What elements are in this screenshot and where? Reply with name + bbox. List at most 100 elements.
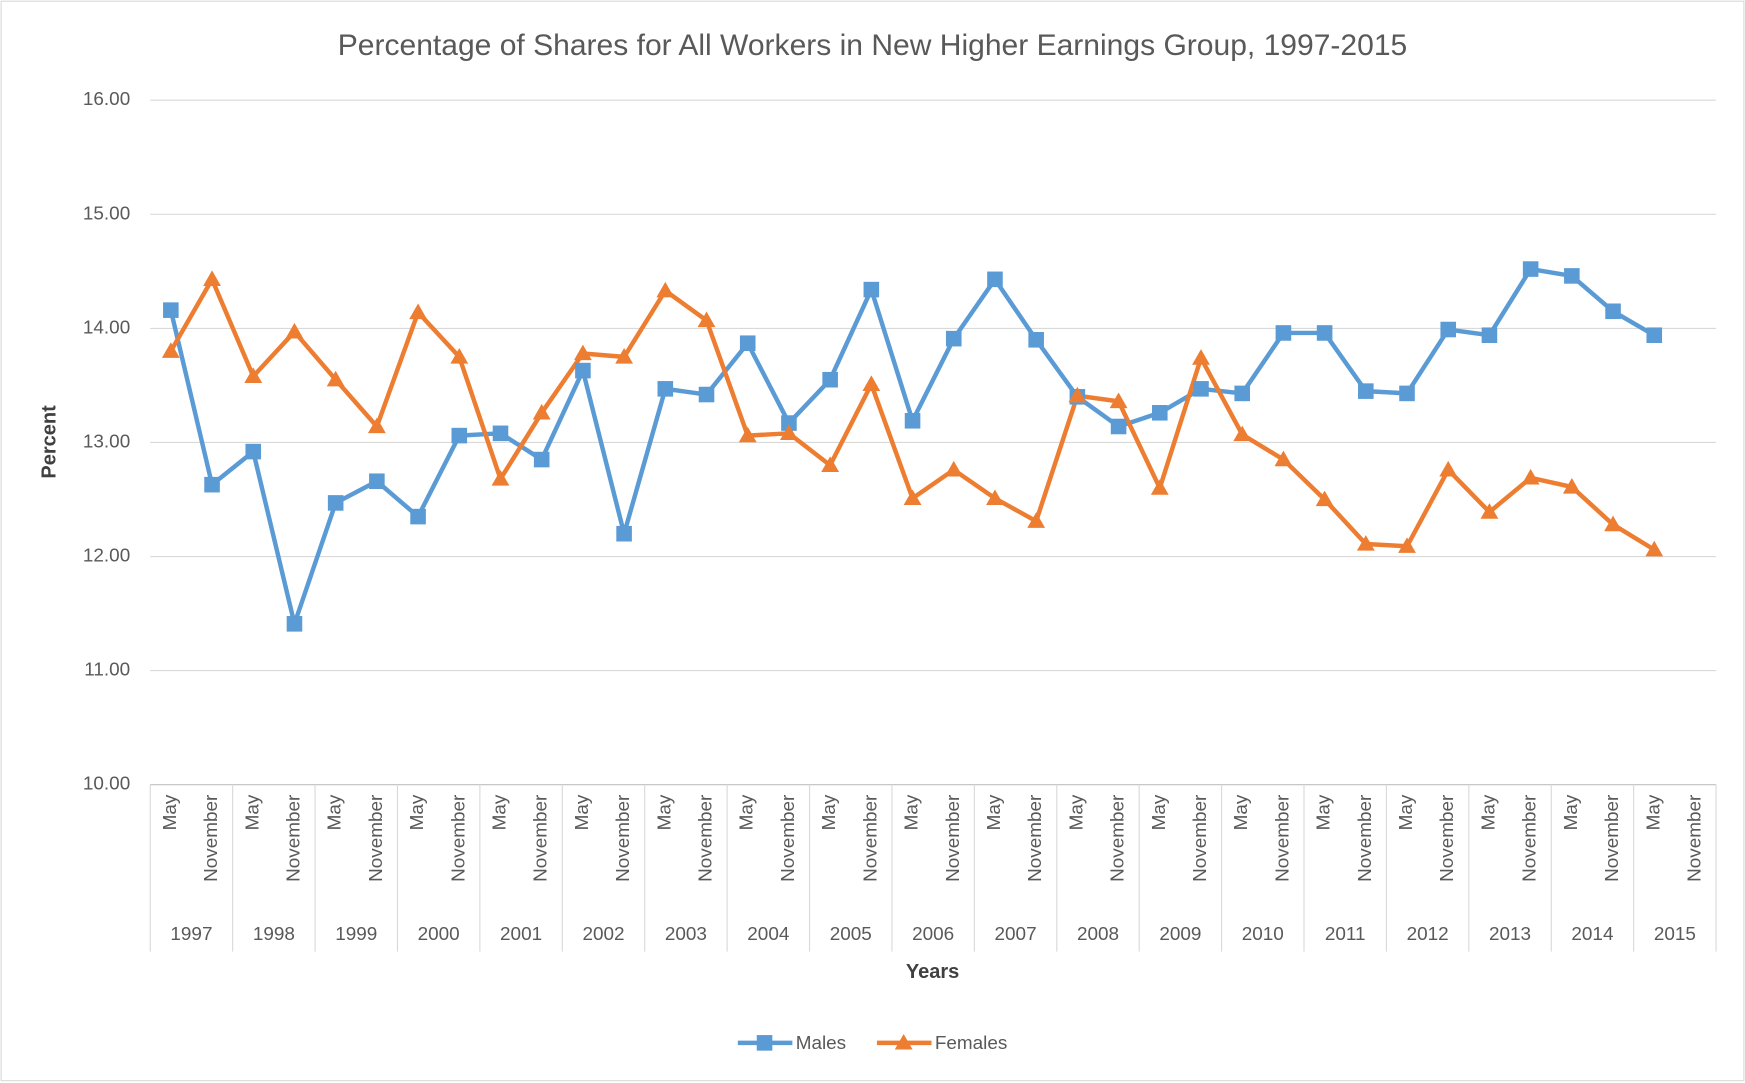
year-label: 2009 bbox=[1159, 924, 1201, 945]
point-marker bbox=[986, 489, 1004, 506]
x-tick-label: November bbox=[613, 795, 634, 882]
y-tick-label: 11.00 bbox=[84, 660, 130, 681]
point-marker bbox=[409, 303, 427, 320]
y-tick-label: 16.00 bbox=[83, 89, 130, 110]
year-label: 1999 bbox=[335, 924, 377, 945]
year-label: 2004 bbox=[747, 924, 789, 945]
x-tick-label: May bbox=[489, 794, 510, 830]
x-tick-label: November bbox=[696, 795, 717, 882]
x-tick-label: November bbox=[283, 795, 304, 882]
point-marker bbox=[738, 426, 757, 443]
point-marker bbox=[944, 460, 963, 477]
x-tick-label: May bbox=[819, 794, 840, 830]
point-marker bbox=[821, 456, 840, 472]
year-label: 2008 bbox=[1077, 924, 1119, 945]
point-marker bbox=[1150, 479, 1169, 495]
point-marker bbox=[1399, 385, 1415, 402]
point-marker bbox=[367, 417, 386, 434]
x-tick-label: November bbox=[860, 795, 881, 882]
year-label: 1998 bbox=[253, 924, 295, 945]
point-marker bbox=[739, 335, 756, 352]
x-tick-label: November bbox=[448, 795, 469, 882]
x-tick-label: May bbox=[1396, 794, 1417, 830]
year-label: 2015 bbox=[1654, 924, 1696, 945]
legend-label: Females bbox=[935, 1033, 1008, 1054]
point-marker bbox=[987, 271, 1003, 288]
point-marker bbox=[1605, 303, 1621, 320]
point-marker bbox=[533, 451, 550, 468]
legend-label: Males bbox=[796, 1033, 846, 1054]
point-marker bbox=[1193, 381, 1209, 397]
x-tick-label: November bbox=[1272, 795, 1293, 882]
year-label: 2013 bbox=[1489, 924, 1531, 945]
point-marker bbox=[1233, 425, 1252, 442]
x-tick-label: November bbox=[201, 795, 222, 882]
x-tick-label: May bbox=[572, 794, 593, 830]
point-marker bbox=[863, 281, 880, 298]
point-marker bbox=[1316, 325, 1333, 341]
point-marker bbox=[326, 370, 345, 387]
point-marker bbox=[1604, 515, 1622, 532]
point-marker bbox=[410, 508, 426, 525]
point-marker bbox=[1028, 331, 1044, 348]
point-marker bbox=[1110, 418, 1127, 435]
x-tick-label: November bbox=[1520, 795, 1541, 882]
point-marker bbox=[1068, 386, 1087, 403]
x-tick-label: May bbox=[902, 794, 923, 830]
point-marker bbox=[161, 342, 180, 358]
point-marker bbox=[285, 322, 304, 339]
x-axis-title: Years bbox=[906, 961, 959, 983]
x-tick-label: May bbox=[160, 794, 181, 830]
year-label: 2006 bbox=[912, 924, 954, 945]
x-tick-label: May bbox=[1066, 794, 1087, 830]
point-marker bbox=[1358, 383, 1374, 399]
year-label: 2002 bbox=[582, 924, 624, 945]
legend-marker bbox=[894, 1033, 913, 1050]
point-marker bbox=[656, 281, 675, 298]
x-tick-label: May bbox=[407, 794, 428, 830]
point-marker bbox=[532, 403, 551, 420]
y-tick-label: 13.00 bbox=[83, 431, 130, 452]
point-marker bbox=[492, 425, 509, 442]
x-tick-label: May bbox=[1478, 794, 1499, 830]
point-marker bbox=[616, 525, 632, 542]
point-marker bbox=[657, 381, 674, 397]
point-marker bbox=[822, 371, 838, 388]
x-tick-label: November bbox=[778, 795, 799, 882]
point-marker bbox=[451, 427, 468, 444]
point-marker bbox=[1275, 325, 1292, 341]
year-label: 1997 bbox=[170, 924, 212, 945]
x-tick-label: May bbox=[1314, 794, 1335, 830]
point-marker bbox=[1562, 478, 1581, 494]
x-tick-label: November bbox=[943, 795, 964, 882]
point-marker bbox=[245, 443, 262, 460]
year-label: 2005 bbox=[830, 924, 872, 945]
point-marker bbox=[369, 473, 385, 490]
x-tick-label: May bbox=[984, 794, 1005, 830]
x-tick-label: May bbox=[654, 794, 675, 830]
point-marker bbox=[698, 386, 715, 403]
x-tick-label: May bbox=[1149, 794, 1170, 830]
point-marker bbox=[450, 347, 469, 364]
point-marker bbox=[204, 476, 220, 493]
x-tick-label: May bbox=[325, 794, 346, 830]
y-axis-title: Percent bbox=[38, 405, 60, 479]
point-marker bbox=[904, 412, 921, 429]
year-label: 2014 bbox=[1571, 924, 1613, 945]
x-tick-label: November bbox=[1684, 795, 1705, 882]
point-marker bbox=[1645, 540, 1664, 557]
point-marker bbox=[1027, 512, 1046, 528]
y-tick-label: 10.00 bbox=[83, 774, 130, 795]
x-tick-label: November bbox=[1437, 795, 1458, 882]
point-marker bbox=[286, 616, 303, 632]
year-label: 2000 bbox=[418, 924, 460, 945]
x-tick-label: November bbox=[366, 795, 387, 882]
x-tick-label: May bbox=[737, 794, 758, 830]
point-marker bbox=[1481, 327, 1498, 344]
year-label: 2010 bbox=[1242, 924, 1284, 945]
point-marker bbox=[1522, 261, 1539, 277]
y-tick-label: 14.00 bbox=[83, 317, 130, 338]
point-marker bbox=[903, 489, 922, 506]
point-marker bbox=[1356, 535, 1375, 551]
